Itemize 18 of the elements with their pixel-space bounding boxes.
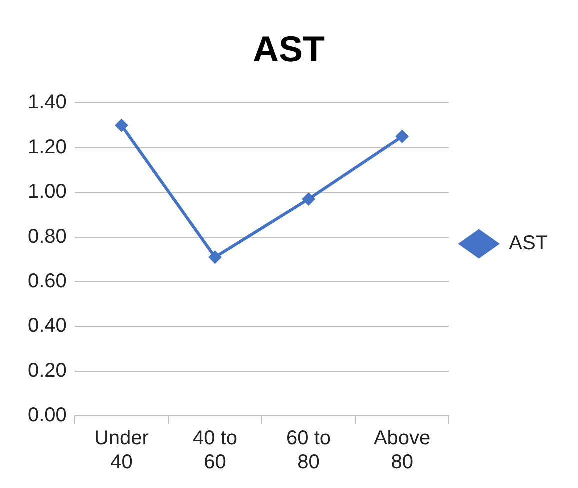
x-tick-label: 40 to 60	[193, 428, 238, 474]
x-tick-label: 60 to 80	[286, 428, 332, 474]
y-tick-label: 1.20	[28, 136, 67, 158]
y-tick-label: 0.60	[28, 270, 67, 292]
chart-title: AST	[253, 28, 326, 70]
point	[396, 130, 409, 144]
legend-label: AST	[509, 232, 548, 255]
y-tick-label: 1.00	[28, 181, 67, 204]
y-tick-label: 0.20	[28, 360, 67, 382]
point	[115, 119, 128, 132]
y-tick-label: 0.00	[28, 404, 67, 427]
point	[208, 250, 222, 264]
y-tick-label: 0.80	[28, 226, 67, 248]
y-tick-label: 0.40	[28, 315, 67, 338]
x-tick-label: Under 40	[94, 428, 150, 474]
x-tick-label: Above 80	[374, 428, 431, 474]
y-tick-label: 1.40	[28, 92, 67, 114]
point	[302, 192, 316, 206]
